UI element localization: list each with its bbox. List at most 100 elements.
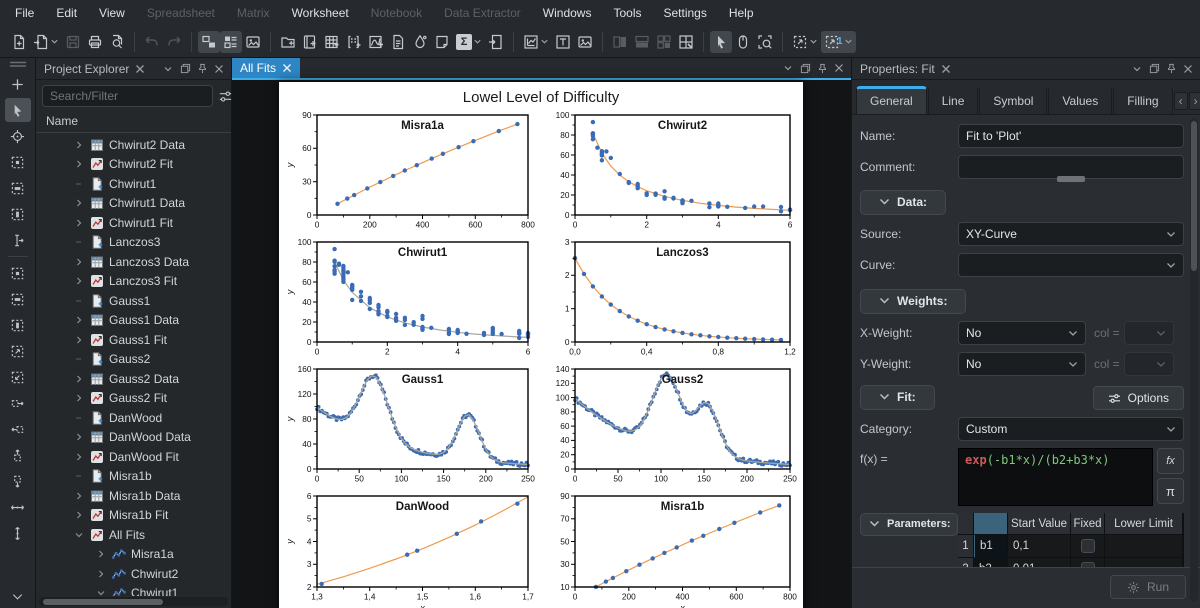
dock-float-icon[interactable] xyxy=(798,61,812,75)
dock-pin-icon[interactable] xyxy=(195,62,209,76)
plot-misra1a[interactable]: 0 200 400 600 800 0 30 60 90 Misra1a y xyxy=(284,109,536,233)
shift-left-x-button[interactable] xyxy=(5,391,31,415)
tree-item-gauss1[interactable]: Gauss1 xyxy=(36,291,231,311)
fit-options-button[interactable]: Options xyxy=(1092,386,1184,410)
zoom-in-button[interactable] xyxy=(5,339,31,363)
zoom-out-button[interactable] xyxy=(5,365,31,389)
tree-item-lanczos3-data[interactable]: Lanczos3 Data xyxy=(36,252,231,272)
scrollbar-thumb[interactable] xyxy=(1191,121,1197,271)
close-icon[interactable] xyxy=(941,64,951,74)
row-header[interactable]: 2 xyxy=(958,558,974,567)
tree-item-misra1b-data[interactable]: Misra1b Data xyxy=(36,486,231,506)
tree-item-danwood-fit[interactable]: DanWood Fit xyxy=(36,447,231,467)
more-tools-button[interactable] xyxy=(5,584,31,608)
tree-item-lanczos3[interactable]: Lanczos3 xyxy=(36,233,231,253)
expander-icon[interactable] xyxy=(72,492,85,500)
auto-scale-x-button[interactable] xyxy=(5,287,31,311)
tab-line[interactable]: Line xyxy=(927,86,979,114)
dock-close-icon[interactable] xyxy=(212,62,226,76)
expander-icon[interactable] xyxy=(72,219,85,227)
comment-field[interactable] xyxy=(958,155,1184,182)
column-header-start-value[interactable]: Start Value xyxy=(1008,513,1071,535)
expander-icon[interactable] xyxy=(94,570,107,578)
new-workbook-button[interactable] xyxy=(299,31,321,53)
expander-icon[interactable] xyxy=(72,375,85,383)
new-cas-worksheet-button[interactable]: Σ xyxy=(453,31,485,53)
y-weight-combobox[interactable]: No xyxy=(958,352,1086,376)
zoom-select-button[interactable] xyxy=(5,150,31,174)
name-field[interactable] xyxy=(958,124,1184,148)
tree-item-chwirut2-data[interactable]: Chwirut2 Data xyxy=(36,135,231,155)
properties-tab-handle[interactable]: Properties: Fit xyxy=(852,58,959,79)
expander-icon[interactable] xyxy=(94,550,107,558)
tree-item-misra1b[interactable]: Misra1b xyxy=(36,467,231,487)
expander-icon[interactable] xyxy=(94,589,107,596)
toggle-project-explorer-button[interactable] xyxy=(198,30,220,53)
menu-edit[interactable]: Edit xyxy=(56,6,78,20)
close-icon[interactable] xyxy=(135,64,145,74)
tree-horizontal-scrollbar[interactable] xyxy=(39,597,228,606)
dock-float-icon[interactable] xyxy=(178,62,192,76)
extend-horizontally-button[interactable] xyxy=(5,495,31,519)
expander-icon[interactable] xyxy=(72,277,85,285)
plot-gauss1[interactable]: 0 50 100 150 200 250 0 40 80 120 160 Gauss1 y xyxy=(284,363,536,487)
add-image-button[interactable] xyxy=(574,31,596,53)
tree-item-gauss1-data[interactable]: Gauss1 Data xyxy=(36,311,231,331)
close-icon[interactable] xyxy=(282,63,292,73)
dock-pin-icon[interactable] xyxy=(1164,62,1178,76)
import-data-button[interactable] xyxy=(485,31,507,53)
new-matrix-button[interactable] xyxy=(343,31,365,53)
open-project-button[interactable] xyxy=(30,31,62,53)
dock-float-icon[interactable] xyxy=(1147,62,1161,76)
tab-symbol[interactable]: Symbol xyxy=(979,86,1048,114)
crosshair-mode-button[interactable] xyxy=(5,124,31,148)
category-combobox[interactable]: Custom xyxy=(958,417,1184,441)
tree-item-gauss1-fit[interactable]: Gauss1 Fit xyxy=(36,330,231,350)
menu-file[interactable]: File xyxy=(15,6,35,20)
auto-scale-y-button[interactable] xyxy=(5,313,31,337)
param-name-cell[interactable]: b2 xyxy=(974,558,1008,567)
formula-editor[interactable]: exp(-b1*x)/(b2+b3*x) xyxy=(958,448,1153,506)
new-folder-button[interactable] xyxy=(277,31,299,53)
plot-lanczos3[interactable]: 0,0 0,4 0,8 1,2 0 1 2 3 Lanczos3 xyxy=(546,236,798,360)
select-mode-button[interactable] xyxy=(4,98,31,122)
tree-item-gauss2[interactable]: Gauss2 xyxy=(36,350,231,370)
properties-vertical-scrollbar[interactable] xyxy=(1190,118,1198,602)
x-weight-combobox[interactable]: No xyxy=(958,321,1086,345)
print-preview-button[interactable] xyxy=(106,31,128,53)
cursor-line-button[interactable] xyxy=(5,228,31,252)
filter-options-icon[interactable] xyxy=(218,89,233,104)
select-mode-button[interactable] xyxy=(710,30,732,53)
parameters-section-toggle[interactable]: Parameters: xyxy=(860,513,958,536)
expander-icon[interactable] xyxy=(72,394,85,402)
fixed-checkbox[interactable] xyxy=(1080,562,1095,567)
tab-scroll-left-icon[interactable]: ‹ xyxy=(1173,92,1188,110)
shift-up-y-button[interactable] xyxy=(5,443,31,467)
tree-item-gauss2-fit[interactable]: Gauss2 Fit xyxy=(36,389,231,409)
dock-menu-icon[interactable] xyxy=(161,62,175,76)
run-button[interactable]: Run xyxy=(1109,575,1186,599)
expander-icon[interactable] xyxy=(72,336,85,344)
worksheet-view[interactable]: Lowel Level of Difficulty 0 200 400 600 800 0… xyxy=(232,80,851,608)
print-button[interactable] xyxy=(84,31,106,53)
weights-section-toggle[interactable]: Weights: xyxy=(860,289,967,314)
expander-icon[interactable] xyxy=(72,433,85,441)
new-spreadsheet-button[interactable] xyxy=(321,31,343,53)
new-worksheet-button[interactable] xyxy=(365,31,387,53)
name-column-header[interactable] xyxy=(974,513,1008,535)
magnification-button[interactable]: 1 xyxy=(821,30,856,53)
fixed-checkbox[interactable] xyxy=(1080,539,1095,553)
param-name-cell[interactable]: b1 xyxy=(974,535,1008,558)
tree-item-gauss2-data[interactable]: Gauss2 Data xyxy=(36,369,231,389)
expander-icon[interactable] xyxy=(72,141,85,149)
tree-item-chwirut2-fit[interactable]: Chwirut2 Fit xyxy=(36,155,231,175)
worksheet-title[interactable]: Lowel Level of Difficulty xyxy=(462,89,620,106)
column-header-fixed[interactable]: Fixed xyxy=(1071,513,1105,535)
dock-pin-icon[interactable] xyxy=(815,61,829,75)
tree-item-chwirut2[interactable]: Chwirut2 xyxy=(36,564,231,584)
expander-icon[interactable] xyxy=(72,258,85,266)
auto-scale-button[interactable] xyxy=(5,261,31,285)
row-header[interactable]: 1 xyxy=(958,535,974,558)
